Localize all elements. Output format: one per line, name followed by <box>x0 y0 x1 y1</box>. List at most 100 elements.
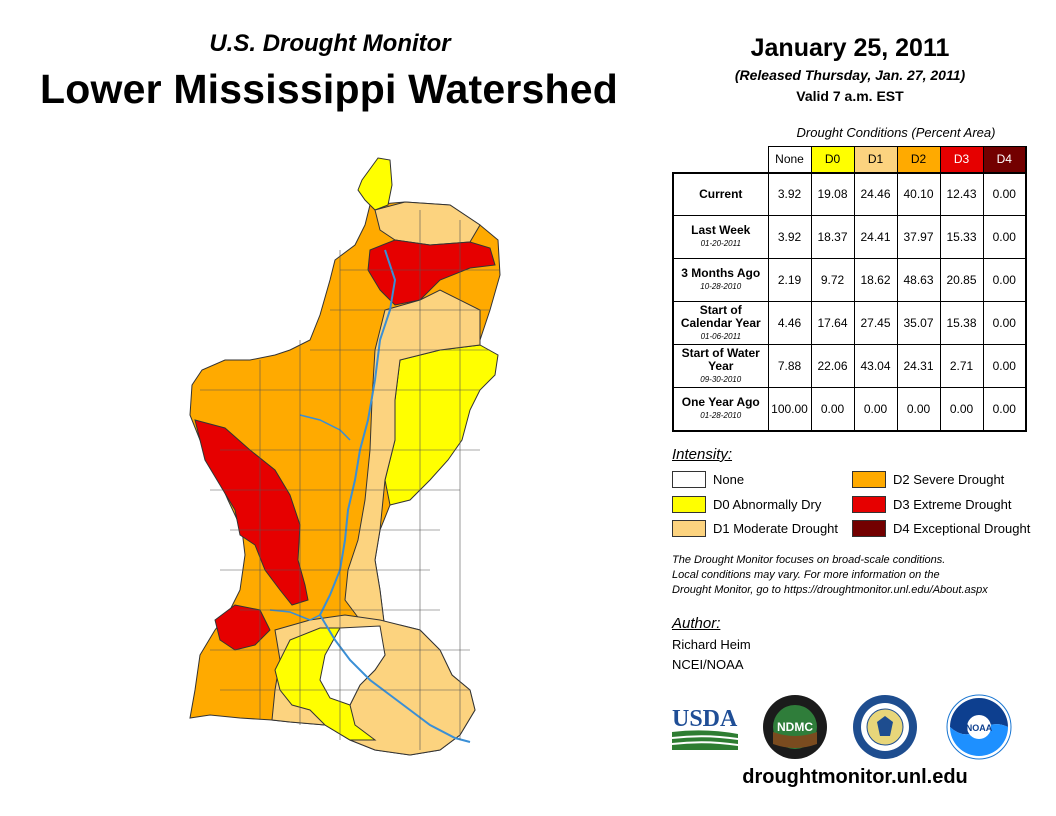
legend-label: D1 Moderate Drought <box>713 520 839 536</box>
col-d4: D4 <box>982 146 1027 174</box>
table-corner <box>673 146 769 174</box>
legend-label: D4 Exceptional Drought <box>893 520 1031 536</box>
legend-label: D3 Extreme Drought <box>893 496 1012 512</box>
table-cell: 3.92 <box>767 215 812 259</box>
table-cell: 0.00 <box>939 387 984 432</box>
table-row: Current 3.92 19.08 24.46 40.10 12.43 0.0… <box>672 171 1027 216</box>
author-name: Richard Heim <box>672 637 751 652</box>
author-org: NCEI/NOAA <box>672 657 744 672</box>
table-cell: 3.92 <box>767 171 812 216</box>
table-row: 3 Months Ago 10-28-2010 2.19 9.72 18.62 4… <box>672 258 1027 302</box>
table-cell: 0.00 <box>896 387 941 432</box>
table-row: Start of Calendar Year 01-06-2011 4.46 17… <box>672 301 1027 345</box>
red-river <box>299 414 351 441</box>
row-label: Current <box>699 186 743 201</box>
table-cell: 27.45 <box>853 301 898 345</box>
region-d0-north <box>357 157 393 211</box>
table-cell: 0.00 <box>982 215 1027 259</box>
table-caption: Drought Conditions (Percent Area) <box>796 125 996 140</box>
table-cell: 24.31 <box>896 344 941 388</box>
table-cell: 24.41 <box>853 215 898 259</box>
legend-item-d0: D0 Abnormally Dry <box>672 495 821 513</box>
region-d1-central <box>344 289 481 631</box>
row-label: One Year Ago <box>681 394 760 409</box>
table-cell: 0.00 <box>810 387 855 432</box>
note-line: The Drought Monitor focuses on broad-sca… <box>672 554 946 566</box>
legend-swatch <box>672 470 706 488</box>
region-d0-east <box>384 344 499 506</box>
drought-map <box>189 157 501 756</box>
table-cell: 0.00 <box>982 258 1027 302</box>
table-cell: 0.00 <box>853 387 898 432</box>
table-cell: 2.19 <box>767 258 812 302</box>
row-label: Start of Water Year <box>681 345 760 373</box>
row-date: 01-28-2010 <box>700 410 742 420</box>
legend-label: D2 Severe Drought <box>893 471 1005 487</box>
commerce-seal <box>853 695 917 759</box>
table-cell: 18.62 <box>853 258 898 302</box>
table-cell: 35.07 <box>896 301 941 345</box>
drought-table: None D0 D1 D2 D3 D4 Current 3.92 19.08 2… <box>672 146 1027 432</box>
noaa-logo-text: NOAA <box>966 723 993 733</box>
col-none: None <box>767 146 812 174</box>
table-cell: 15.33 <box>939 215 984 259</box>
row-date: 01-06-2011 <box>700 331 741 341</box>
table-cell: 37.97 <box>896 215 941 259</box>
table-cell: 20.85 <box>939 258 984 302</box>
table-cell: 9.72 <box>810 258 855 302</box>
author-title: Author: <box>672 615 721 632</box>
row-label: Last Week <box>691 223 751 237</box>
col-d0: D0 <box>810 146 855 174</box>
col-d1: D1 <box>853 146 898 174</box>
legend-title: Intensity: <box>672 446 733 463</box>
usda-logo: USDA <box>672 706 738 750</box>
ndmc-logo-text: NDMC <box>777 720 813 734</box>
table-row: Start of Water Year 09-30-2010 7.88 22.06… <box>672 344 1027 388</box>
table-cell: 40.10 <box>896 171 941 216</box>
table-cell: 4.46 <box>767 301 812 345</box>
region-d3-southwest <box>214 604 271 651</box>
ndmc-logo: NDMC <box>763 695 827 759</box>
region-d3-north <box>367 239 496 306</box>
table-cell: 7.88 <box>767 344 812 388</box>
legend-item-none: None <box>672 470 744 488</box>
table-cell: 15.38 <box>939 301 984 345</box>
table-cell: 100.00 <box>767 387 812 432</box>
table-cell: 19.08 <box>810 171 855 216</box>
row-date: 09-30-2010 <box>700 374 742 384</box>
map-subtitle: U.S. Drought Monitor <box>209 30 451 57</box>
col-d3: D3 <box>939 146 984 174</box>
legend-item-d2: D2 Severe Drought <box>852 470 1004 488</box>
table-cell: 17.64 <box>810 301 855 345</box>
website-url[interactable]: droughtmonitor.unl.edu <box>742 766 968 788</box>
table-cell: 22.06 <box>810 344 855 388</box>
county-lines <box>200 210 500 750</box>
note-line: Drought Monitor, go to https://droughtmo… <box>672 584 988 596</box>
note-line: Local conditions may vary. For more info… <box>672 569 940 581</box>
row-date: 01-20-2011 <box>700 239 741 248</box>
table-cell: 0.00 <box>982 301 1027 345</box>
legend-item-d4: D4 Exceptional Drought <box>852 519 1030 537</box>
release-date: (Released Thursday, Jan. 27, 2011) <box>734 67 966 83</box>
legend-item-d1: D1 Moderate Drought <box>672 519 838 537</box>
table-cell: 0.00 <box>982 171 1027 216</box>
table-cell: 48.63 <box>896 258 941 302</box>
legend-label: None <box>713 471 745 487</box>
table-row: Last Week 01-20-2011 3.92 18.37 24.41 37.… <box>672 215 1027 259</box>
region-none <box>319 625 386 706</box>
legend-item-d3: D3 Extreme Drought <box>852 495 1012 513</box>
legend-swatch <box>852 495 886 513</box>
row-label: 3 Months Ago <box>681 266 761 280</box>
table-cell: 0.00 <box>982 387 1027 432</box>
row-date: 10-28-2010 <box>700 282 742 291</box>
noaa-logo: NOAA <box>946 694 1012 760</box>
table-cell: 0.00 <box>982 344 1027 388</box>
table-cell: 12.43 <box>939 171 984 216</box>
table-row: One Year Ago 01-28-2010 100.00 0.00 0.00 … <box>672 387 1027 432</box>
legend-label: D0 Abnormally Dry <box>713 496 822 512</box>
map-title: Lower Mississippi Watershed <box>39 66 619 112</box>
legend-swatch <box>852 519 886 537</box>
valid-date: January 25, 2011 <box>750 34 950 62</box>
legend-swatch <box>672 519 706 537</box>
valid-time: Valid 7 a.m. EST <box>796 88 904 104</box>
